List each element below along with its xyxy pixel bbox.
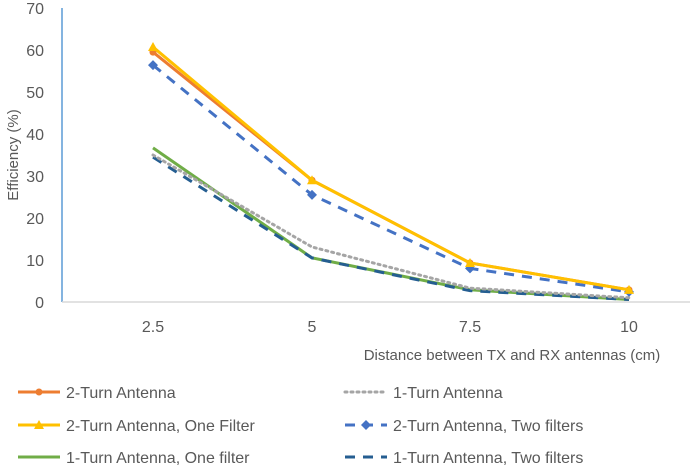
- series-3: [148, 60, 634, 297]
- series-5: [152, 155, 630, 301]
- marker-triangle: [307, 175, 317, 185]
- y-tick-label: 70: [26, 1, 44, 18]
- series-line: [152, 50, 630, 292]
- legend-item: 2-Turn Antenna, Two filters: [345, 418, 583, 435]
- x-tick-label: 10: [620, 319, 638, 336]
- series-2: [148, 42, 634, 294]
- x-tick-label: 5: [308, 319, 317, 336]
- marker-triangle: [465, 257, 475, 267]
- x-axis-title: Distance between TX and RX antennas (cm): [364, 347, 661, 364]
- legend-item: 1-Turn Antenna, One filter: [18, 450, 250, 465]
- marker-triangle: [148, 42, 158, 52]
- legend-label: 1-Turn Antenna: [393, 385, 503, 402]
- y-tick-label: 20: [26, 211, 44, 228]
- y-tick-label: 0: [35, 295, 44, 312]
- legend-label: 1-Turn Antenna, One filter: [66, 450, 250, 465]
- series-line: [152, 45, 630, 292]
- series-line: [151, 153, 631, 300]
- y-tick-label: 50: [26, 85, 44, 102]
- x-tick-label: 7.5: [459, 319, 481, 336]
- series-1: [151, 153, 631, 300]
- series-0: [149, 48, 633, 294]
- y-tick-label: 40: [26, 127, 44, 144]
- series-line: [152, 63, 630, 294]
- y-tick-label: 30: [26, 169, 44, 186]
- marker-triangle: [624, 284, 634, 294]
- legend-label: 1-Turn Antenna, Two filters: [393, 450, 583, 465]
- marker-diamond: [307, 189, 317, 200]
- y-tick-label: 10: [26, 253, 44, 270]
- legend-item: 2-Turn Antenna: [18, 385, 176, 402]
- marker-triangle: [34, 420, 44, 429]
- marker-circle: [35, 388, 43, 396]
- marker-diamond: [148, 60, 158, 71]
- legend-item: 1-Turn Antenna, Two filters: [345, 450, 583, 465]
- series-line: [152, 146, 630, 301]
- y-axis-title: Efficiency (%): [5, 109, 22, 200]
- legend-item: 1-Turn Antenna: [343, 385, 503, 402]
- y-tick-label: 60: [26, 43, 44, 60]
- legend-label: 2-Turn Antenna, One Filter: [66, 418, 256, 435]
- x-tick-label: 2.5: [142, 319, 164, 336]
- legend-label: 2-Turn Antenna: [66, 385, 176, 402]
- legend: 2-Turn Antenna 1-Turn Antenna 2-Turn Anten…: [18, 385, 583, 465]
- marker-diamond: [361, 420, 371, 430]
- legend-label: 2-Turn Antenna, Two filters: [393, 418, 583, 435]
- series-4: [152, 146, 630, 301]
- legend-item: 2-Turn Antenna, One Filter: [18, 418, 256, 435]
- series-line: [152, 155, 630, 301]
